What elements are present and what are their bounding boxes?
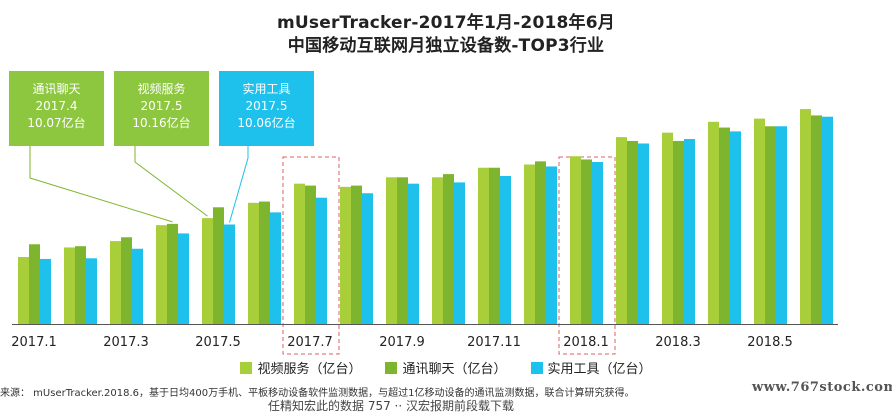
bar-video: [570, 156, 581, 324]
x-tick-label: 2018.1: [563, 335, 609, 350]
bar-tools: [776, 126, 787, 325]
bar-tools: [546, 166, 557, 324]
callout-name: 通讯聊天: [32, 82, 81, 96]
callout-tools: 实用工具 2017.5 10.06亿台: [219, 71, 314, 146]
bar-tools: [86, 258, 97, 324]
legend-label-video: 视频服务（亿台）: [257, 362, 362, 377]
bar-chat: [167, 223, 178, 324]
legend-label-chat: 通讯聊天（亿台）: [402, 362, 507, 377]
bar-video: [294, 183, 305, 324]
source-note: 来源： mUserTracker.2018.6，基于日均400万手机、平板移动设…: [0, 388, 635, 399]
x-tick-label: 2017.1: [11, 335, 57, 350]
bar-chat: [75, 246, 86, 324]
bar-video: [202, 218, 213, 324]
bar-video: [616, 137, 627, 324]
bar-tools: [132, 248, 143, 324]
bar-chat: [305, 185, 316, 324]
bar-tools: [454, 182, 465, 324]
bar-tools: [500, 176, 511, 324]
bar-tools: [316, 197, 327, 324]
chart-subtitle: 中国移动互联网月独立设备数-TOP3行业: [287, 36, 605, 56]
bar-chat: [489, 167, 500, 324]
x-tick-label: 2018.3: [655, 335, 701, 350]
chart-legend: 视频服务（亿台） 通讯聊天（亿台） 实用工具（亿台）: [0, 358, 892, 377]
bar-tools: [408, 183, 419, 324]
x-tick-label: 2017.3: [103, 335, 149, 350]
bar-chart: 2017.1 2017.3 2017.5 2017.7 2017.9 2017.11 201…: [11, 109, 838, 355]
bar-tools: [822, 116, 833, 325]
callout-value: 10.07亿台: [27, 116, 86, 130]
bar-video: [754, 118, 765, 325]
callout-connector: [229, 146, 249, 223]
bar-video: [386, 177, 397, 324]
highlight-box: [558, 156, 616, 355]
legend-label-tools: 实用工具（亿台）: [547, 362, 652, 377]
bar-chat: [811, 115, 822, 324]
watermark-text: www.767stock.com: [752, 380, 892, 395]
bar-chat: [213, 207, 224, 324]
callout-name: 实用工具: [242, 82, 291, 96]
cropped-footer-text: 任精知宏此的数据 757 ·· 汉宏报期前段载下载: [268, 399, 514, 413]
bar-tools: [178, 233, 189, 324]
x-tick-label: 2017.11: [467, 335, 521, 350]
bar-tools: [592, 161, 603, 324]
bar-tools: [638, 143, 649, 324]
bar-video: [156, 225, 167, 324]
bar-chat: [259, 201, 270, 324]
bar-chat: [765, 126, 776, 325]
callout-period: 2017.4: [35, 99, 78, 113]
bar-video: [800, 109, 811, 324]
bar-chat: [29, 244, 40, 324]
x-tick-label: 2018.5: [747, 335, 793, 350]
x-tick-label: 2017.9: [379, 335, 425, 350]
x-tick-label: 2017.5: [195, 335, 241, 350]
chart-title: mUserTracker-2017年1月-2018年6月: [277, 13, 615, 33]
legend-swatch-video: [240, 361, 253, 374]
bar-video: [478, 167, 489, 324]
bar-video: [110, 241, 121, 324]
bar-tools: [730, 131, 741, 324]
bar-video: [18, 257, 29, 324]
callout-period: 2017.5: [245, 99, 288, 113]
callout-chat: 通讯聊天 2017.4 10.07亿台: [9, 71, 104, 146]
bar-tools: [362, 193, 373, 324]
bar-chat: [581, 159, 592, 324]
highlight-box: [282, 156, 340, 355]
x-tick-label: 2017.7: [287, 335, 333, 350]
bar-video: [662, 132, 673, 324]
bar-chat: [627, 140, 638, 324]
callout-connector: [134, 146, 208, 217]
bar-tools: [40, 258, 51, 324]
bar-chat: [397, 177, 408, 324]
bar-video: [708, 121, 719, 324]
legend-swatch-tools: [530, 361, 543, 374]
bar-tools: [684, 139, 695, 324]
bar-chat: [351, 185, 362, 324]
bar-tools: [270, 212, 281, 324]
legend-item-video: 视频服务（亿台）: [240, 358, 361, 377]
bar-chat: [121, 237, 132, 324]
callout-value: 10.06亿台: [237, 116, 296, 130]
callout-period: 2017.5: [140, 99, 183, 113]
legend-item-chat: 通讯聊天（亿台）: [385, 358, 507, 377]
bar-video: [432, 177, 443, 324]
bar-chat: [443, 174, 454, 324]
callout-name: 视频服务: [137, 82, 186, 96]
bar-video: [524, 164, 535, 324]
bar-chat: [673, 140, 684, 324]
bar-chat: [719, 127, 730, 324]
bar-tools: [224, 224, 235, 324]
bar-chat: [535, 161, 546, 324]
legend-swatch-chat: [385, 361, 398, 374]
bar-video: [248, 202, 259, 324]
callout-value: 10.16亿台: [132, 116, 191, 130]
callout-connector: [29, 146, 173, 223]
bar-video: [340, 186, 351, 324]
callout-video: 视频服务 2017.5 10.16亿台: [114, 71, 209, 146]
legend-item-tools: 实用工具（亿台）: [530, 358, 652, 377]
bar-video: [64, 247, 75, 324]
